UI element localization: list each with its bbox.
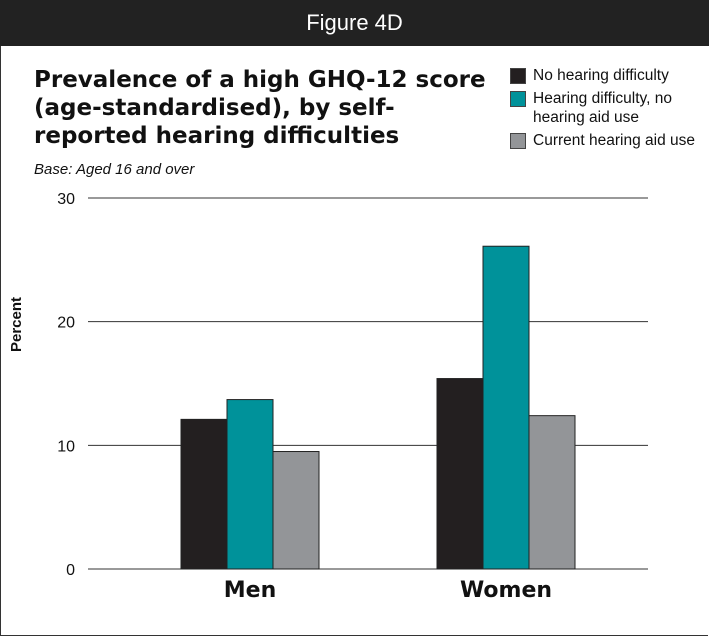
- x-category-label: Women: [460, 578, 552, 603]
- y-tick-label: 0: [66, 562, 75, 579]
- legend-label: Current hearing aid use: [533, 132, 695, 149]
- bar: [482, 245, 530, 570]
- legend-item-hearing-difficulty-no-aid: Hearing difficulty, no hearing aid use: [508, 89, 708, 127]
- bar: [436, 378, 484, 570]
- legend-label: No hearing difficulty: [533, 67, 669, 84]
- legend-item-current-hearing-aid-use: Current hearing aid use: [508, 131, 708, 150]
- chart-legend: No hearing difficulty Hearing difficulty…: [508, 66, 708, 154]
- x-category-label: Men: [224, 578, 276, 603]
- bar: [528, 415, 576, 570]
- chart-subtitle: Base: Aged 16 and over: [34, 161, 195, 178]
- bar: [180, 418, 228, 570]
- bar: [226, 399, 274, 570]
- legend-swatch: [510, 91, 526, 107]
- y-tick-label: 10: [57, 438, 75, 455]
- legend-item-no-hearing-difficulty: No hearing difficulty: [508, 66, 708, 85]
- y-tick-label: 20: [57, 315, 75, 332]
- figure-header: Figure 4D: [0, 0, 709, 46]
- figure-label: Figure 4D: [306, 10, 403, 35]
- chart-title: Prevalence of a high GHQ-12 score (age-s…: [34, 67, 486, 149]
- legend-swatch: [510, 133, 526, 149]
- legend-label: Hearing difficulty, no hearing aid use: [533, 90, 673, 126]
- legend-swatch: [510, 68, 526, 84]
- y-tick-label: 30: [57, 191, 75, 208]
- bar: [272, 451, 320, 570]
